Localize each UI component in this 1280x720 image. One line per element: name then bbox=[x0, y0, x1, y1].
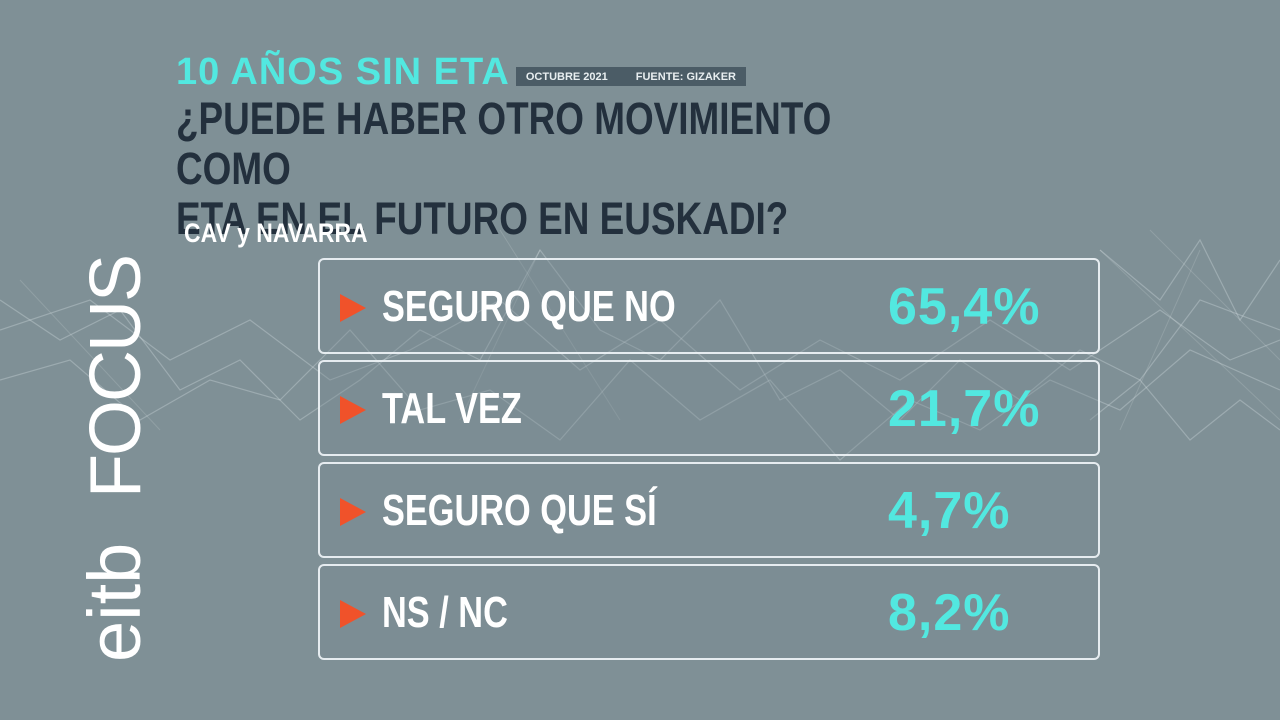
result-label: SEGURO QUE SÍ bbox=[382, 486, 657, 535]
scope-label: CAV y NAVARRA bbox=[184, 218, 368, 248]
header: 10 AÑOS SIN ETA OCTUBRE 2021 FUENTE: GIZ… bbox=[176, 48, 1056, 244]
result-row: SEGURO QUE SÍ 4,7% bbox=[318, 462, 1100, 558]
result-value: 65,4% bbox=[888, 278, 1041, 336]
svg-text:eitb: eitb bbox=[73, 543, 156, 662]
date-label: OCTUBRE 2021 bbox=[525, 71, 608, 83]
result-value: 8,2% bbox=[888, 584, 1011, 642]
eitb-focus-logo: eitb FOCUS bbox=[73, 256, 156, 662]
meta-tag: OCTUBRE 2021 FUENTE: GIZAKER bbox=[515, 67, 746, 86]
play-arrow-icon bbox=[340, 396, 366, 424]
result-label: TAL VEZ bbox=[382, 384, 522, 433]
result-row: NS / NC 8,2% bbox=[318, 564, 1100, 660]
kicker-title: 10 AÑOS SIN ETA bbox=[176, 51, 510, 93]
svg-text:FOCUS: FOCUS bbox=[76, 256, 156, 498]
play-arrow-icon bbox=[340, 294, 366, 322]
kicker-row: 10 AÑOS SIN ETA OCTUBRE 2021 FUENTE: GIZ… bbox=[176, 48, 1056, 92]
source-label: FUENTE: GIZAKER bbox=[635, 71, 736, 83]
result-row: SEGURO QUE NO 65,4% bbox=[318, 258, 1100, 354]
play-arrow-icon bbox=[340, 498, 366, 526]
result-label: NS / NC bbox=[382, 588, 508, 637]
results-list: SEGURO QUE NO 65,4% TAL VEZ 21,7% SEGURO… bbox=[318, 258, 1100, 666]
result-value: 4,7% bbox=[888, 482, 1011, 540]
play-arrow-icon bbox=[340, 600, 366, 628]
question-line-2: ETA EN EL FUTURO EN EUSKADI? bbox=[176, 193, 789, 244]
question-title: ¿PUEDE HABER OTRO MOVIMIENTO COMO ETA EN… bbox=[176, 94, 898, 244]
question-line-1: ¿PUEDE HABER OTRO MOVIMIENTO COMO bbox=[176, 93, 832, 194]
result-value: 21,7% bbox=[888, 380, 1041, 438]
result-row: TAL VEZ 21,7% bbox=[318, 360, 1100, 456]
result-label: SEGURO QUE NO bbox=[382, 282, 676, 331]
